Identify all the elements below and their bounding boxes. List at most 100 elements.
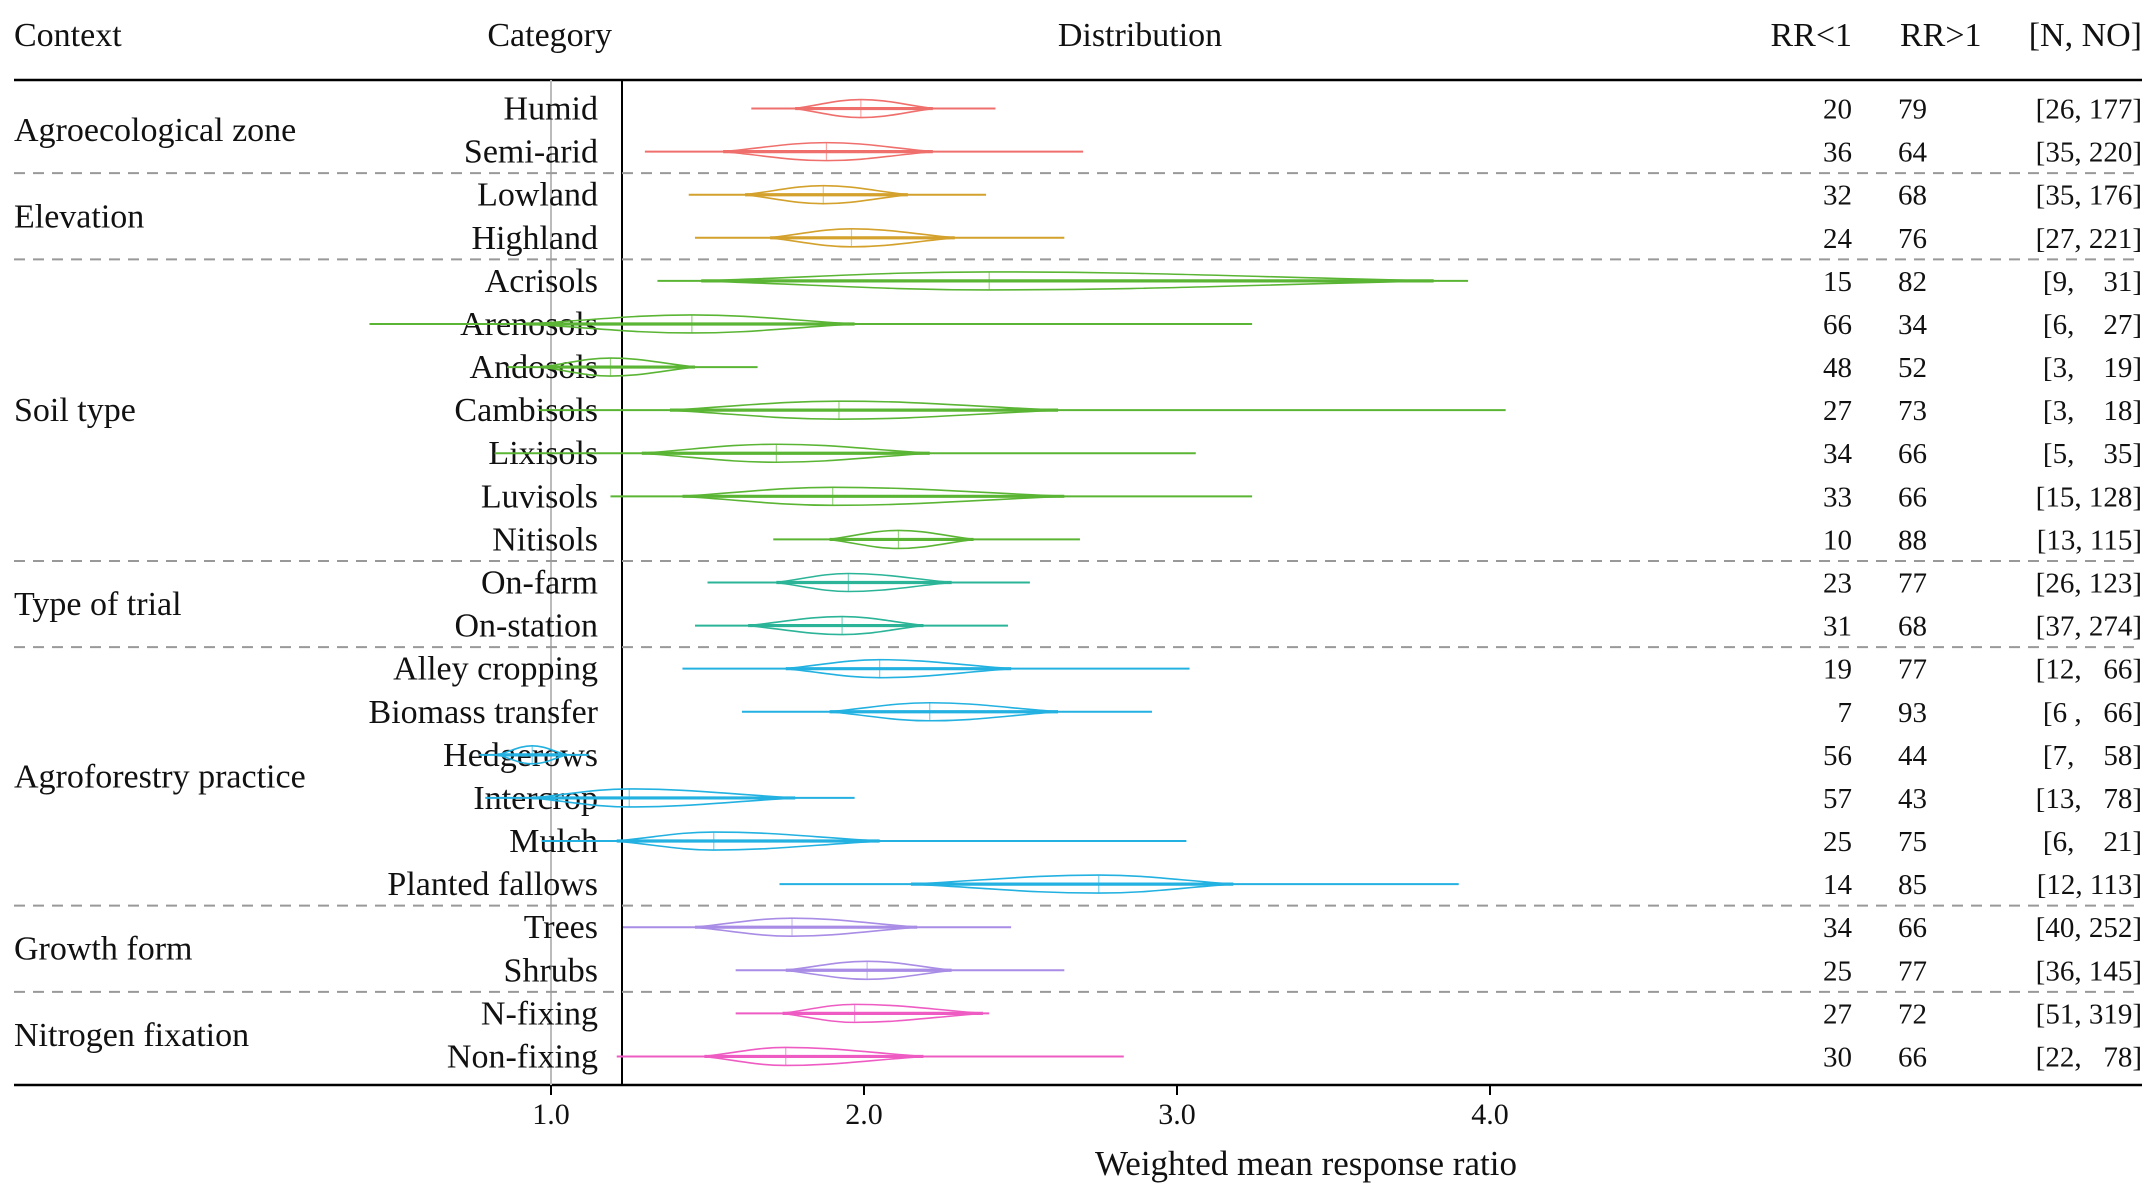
category-label: Biomass transfer	[369, 694, 599, 731]
rr-greater-than-one-value: 64	[1898, 137, 1928, 169]
plot-row: Shrubs 25 77 [36, 145]	[504, 952, 2142, 989]
rr-less-than-one-value: 15	[1823, 266, 1852, 298]
rr-less-than-one-value: 20	[1823, 94, 1852, 126]
context-label: Soil type	[14, 392, 136, 429]
distribution-shape	[541, 357, 696, 377]
distribution-shape	[829, 701, 1059, 722]
context-labels: Agroecological zone Elevation Soil type Typ…	[14, 112, 306, 1054]
n-no-value: [5, 35]	[2043, 438, 2142, 470]
plot-row: On-station 31 68 [37, 274]	[454, 608, 2142, 645]
n-no-value: [12, 113]	[2037, 869, 2142, 901]
n-no-value: [3, 19]	[2043, 352, 2142, 384]
rr-greater-than-one-value: 76	[1898, 223, 1927, 255]
n-no-value: [27, 221]	[2036, 223, 2142, 255]
plot-row: Nitisols 10 88 [13, 115]	[492, 521, 2142, 558]
rr-greater-than-one-value: 66	[1898, 912, 1927, 944]
plot-row: Lowland 32 68 [35, 176]	[477, 177, 2142, 214]
rr-less-than-one-value: 27	[1823, 395, 1852, 427]
rr-greater-than-one-value: 79	[1898, 94, 1927, 126]
n-no-value: [37, 274]	[2036, 611, 2142, 643]
rr-less-than-one-value: 10	[1823, 524, 1852, 556]
rr-less-than-one-value: 36	[1823, 137, 1852, 169]
distribution-shape	[795, 98, 933, 119]
n-no-value: [13, 115]	[2037, 524, 2142, 556]
rr-greater-than-one-value: 66	[1898, 438, 1927, 470]
x-tick-label: 1.0	[532, 1098, 570, 1131]
plot-row: Hedgerows 56 44 [7, 58]	[443, 737, 2142, 774]
rr-greater-than-one-value: 82	[1898, 266, 1927, 298]
rr-less-than-one-value: 34	[1823, 912, 1853, 944]
rr-greater-than-one-value: 44	[1898, 740, 1928, 772]
header-distribution: Distribution	[1058, 17, 1222, 54]
plot-row: Non-fixing 30 66 [22, 78]	[447, 1038, 2142, 1075]
distribution-shape	[641, 443, 930, 464]
plot-row: Trees 34 66 [40, 252]	[524, 909, 2142, 946]
n-no-value: [36, 145]	[2036, 955, 2142, 987]
rr-less-than-one-value: 23	[1823, 568, 1852, 600]
plot-row: Mulch 25 75 [6, 21]	[509, 823, 2142, 860]
rr-greater-than-one-value: 34	[1898, 309, 1928, 341]
n-no-value: [6 , 66]	[2043, 697, 2142, 729]
plot-row: Cambisols 27 73 [3, 18]	[454, 392, 2142, 429]
x-axis-label: Weighted mean response ratio	[1095, 1144, 1517, 1183]
rr-less-than-one-value: 33	[1823, 481, 1852, 513]
rr-greater-than-one-value: 43	[1898, 783, 1927, 815]
distribution-shape	[770, 228, 955, 248]
plot-row: Alley cropping 19 77 [12, 66]	[393, 651, 2142, 688]
category-label: Humid	[504, 91, 598, 128]
rr-less-than-one-value: 34	[1823, 438, 1853, 470]
distribution-shape	[704, 1046, 924, 1067]
plot-rows: Humid 20 79 [26, 177] Semi-arid 36 64 [35, 220]…	[369, 91, 2142, 1076]
n-no-value: [15, 128]	[2036, 481, 2142, 513]
category-label: Trees	[524, 909, 598, 946]
rr-greater-than-one-value: 77	[1898, 654, 1927, 686]
distribution-shape	[669, 400, 1059, 420]
plot-row: On-farm 23 77 [26, 123]	[481, 565, 2142, 602]
column-headers: Context Category Distribution RR<1 RR>1 …	[14, 17, 2142, 54]
context-label: Agroforestry practice	[14, 758, 306, 795]
plot-row: N-fixing 27 72 [51, 319]	[481, 995, 2142, 1032]
rr-less-than-one-value: 7	[1838, 697, 1853, 729]
rr-greater-than-one-value: 77	[1898, 955, 1927, 987]
distribution-shape	[829, 529, 974, 550]
distribution-shape	[744, 184, 908, 205]
n-no-value: [6, 27]	[2043, 309, 2142, 341]
rr-greater-than-one-value: 88	[1898, 524, 1927, 556]
distribution-shape	[525, 314, 855, 334]
x-axis-ticks: 1.0 2.0 3.0 4.0	[532, 1085, 1509, 1131]
distribution-shape	[532, 788, 796, 808]
rr-greater-than-one-value: 68	[1898, 180, 1927, 212]
rr-less-than-one-value: 48	[1823, 352, 1852, 384]
n-no-value: [35, 176]	[2036, 180, 2142, 212]
category-label: Semi-arid	[464, 134, 598, 171]
plot-row: Arenosols 66 34 [6, 27]	[369, 306, 2142, 343]
header-rr-less-than-one: RR<1	[1770, 17, 1852, 54]
distribution-shape	[910, 874, 1234, 894]
category-label: On-farm	[481, 565, 598, 602]
plot-row: Intercrop 57 43 [13, 78]	[473, 780, 2142, 817]
context-label: Growth form	[14, 931, 192, 968]
rr-less-than-one-value: 27	[1823, 998, 1852, 1030]
category-label: Acrisols	[485, 263, 598, 300]
group-separators	[14, 172, 2142, 993]
category-label: Highland	[471, 220, 598, 257]
header-category: Category	[487, 17, 612, 54]
rr-less-than-one-value: 25	[1823, 826, 1852, 858]
plot-row: Planted fallows 14 85 [12, 113]	[387, 866, 2142, 903]
context-label: Agroecological zone	[14, 112, 296, 149]
rr-greater-than-one-value: 66	[1898, 481, 1927, 513]
plot-row: Biomass transfer 7 93 [6 , 66]	[369, 694, 2142, 731]
rr-less-than-one-value: 19	[1823, 654, 1852, 686]
rr-greater-than-one-value: 85	[1898, 869, 1927, 901]
category-label: Alley cropping	[393, 651, 598, 688]
category-label: Nitisols	[492, 521, 598, 558]
n-no-value: [12, 66]	[2036, 654, 2142, 686]
category-label: Non-fixing	[447, 1038, 598, 1075]
n-no-value: [51, 319]	[2036, 998, 2142, 1030]
rr-less-than-one-value: 56	[1823, 740, 1852, 772]
distribution-shape	[723, 141, 933, 162]
context-label: Nitrogen fixation	[14, 1017, 249, 1054]
header-n-no: [N, NO]	[2029, 17, 2142, 54]
rr-greater-than-one-value: 52	[1898, 352, 1927, 384]
